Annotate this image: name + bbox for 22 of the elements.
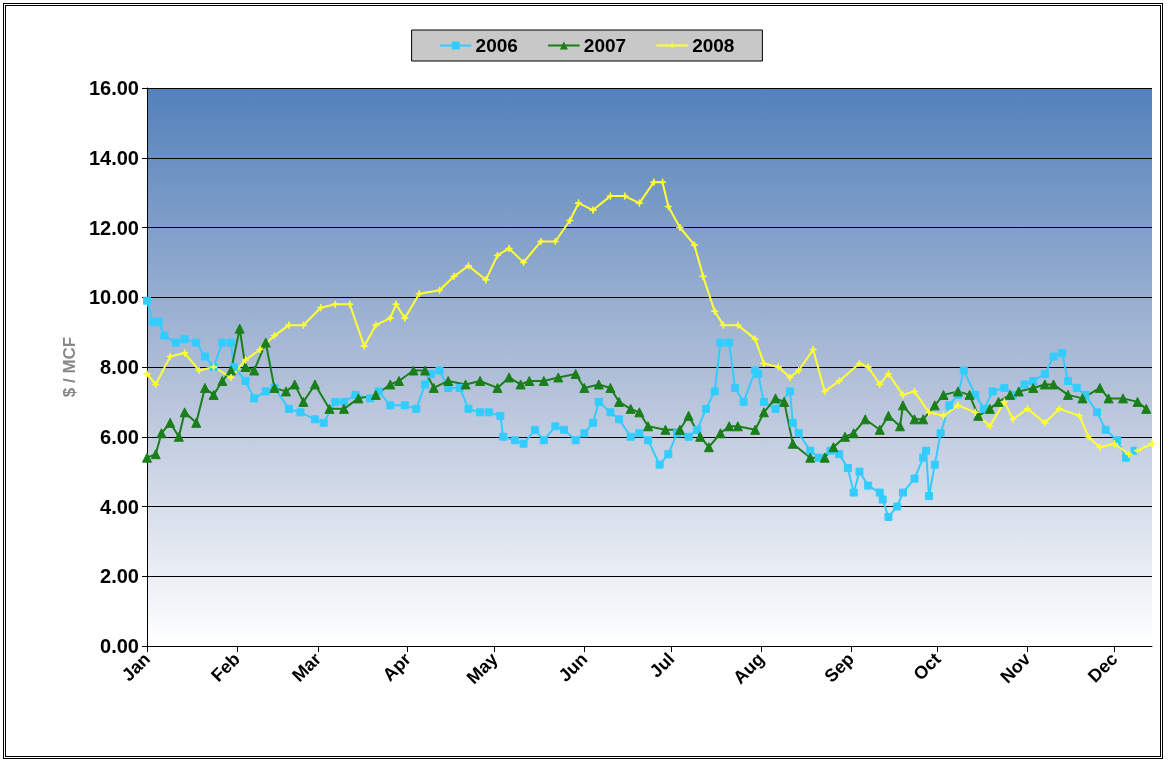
y-tick-label: 16.00 xyxy=(88,77,139,99)
x-tick-label: Sep xyxy=(820,648,858,687)
y-tick-label: 12.00 xyxy=(88,216,139,239)
y-tick-label: 6.00 xyxy=(100,425,139,448)
x-tick-label: Mar xyxy=(288,648,325,686)
y-tick-label: 8.00 xyxy=(100,356,139,378)
y-tick-label: 10.00 xyxy=(88,286,139,309)
legend-label: 2008 xyxy=(692,35,735,56)
x-tick-label: Apr xyxy=(378,648,415,685)
x-tick-label: Jul xyxy=(645,648,679,682)
legend-label: 2006 xyxy=(475,35,518,56)
x-tick-label: Oct xyxy=(909,648,945,685)
x-tick-label: May xyxy=(462,648,502,688)
legend-label: 2007 xyxy=(583,35,627,56)
y-tick-label: 0.00 xyxy=(100,635,139,657)
x-tick-label: Feb xyxy=(207,648,244,686)
x-tick-label: Dec xyxy=(1083,648,1122,687)
y-tick-label: 14.00 xyxy=(88,146,139,169)
y-axis-title: $ / MCF xyxy=(60,336,80,398)
y-tick-label: 4.00 xyxy=(100,495,139,518)
y-tick-label: 2.00 xyxy=(100,565,139,588)
x-tick-label: Jun xyxy=(554,648,592,686)
